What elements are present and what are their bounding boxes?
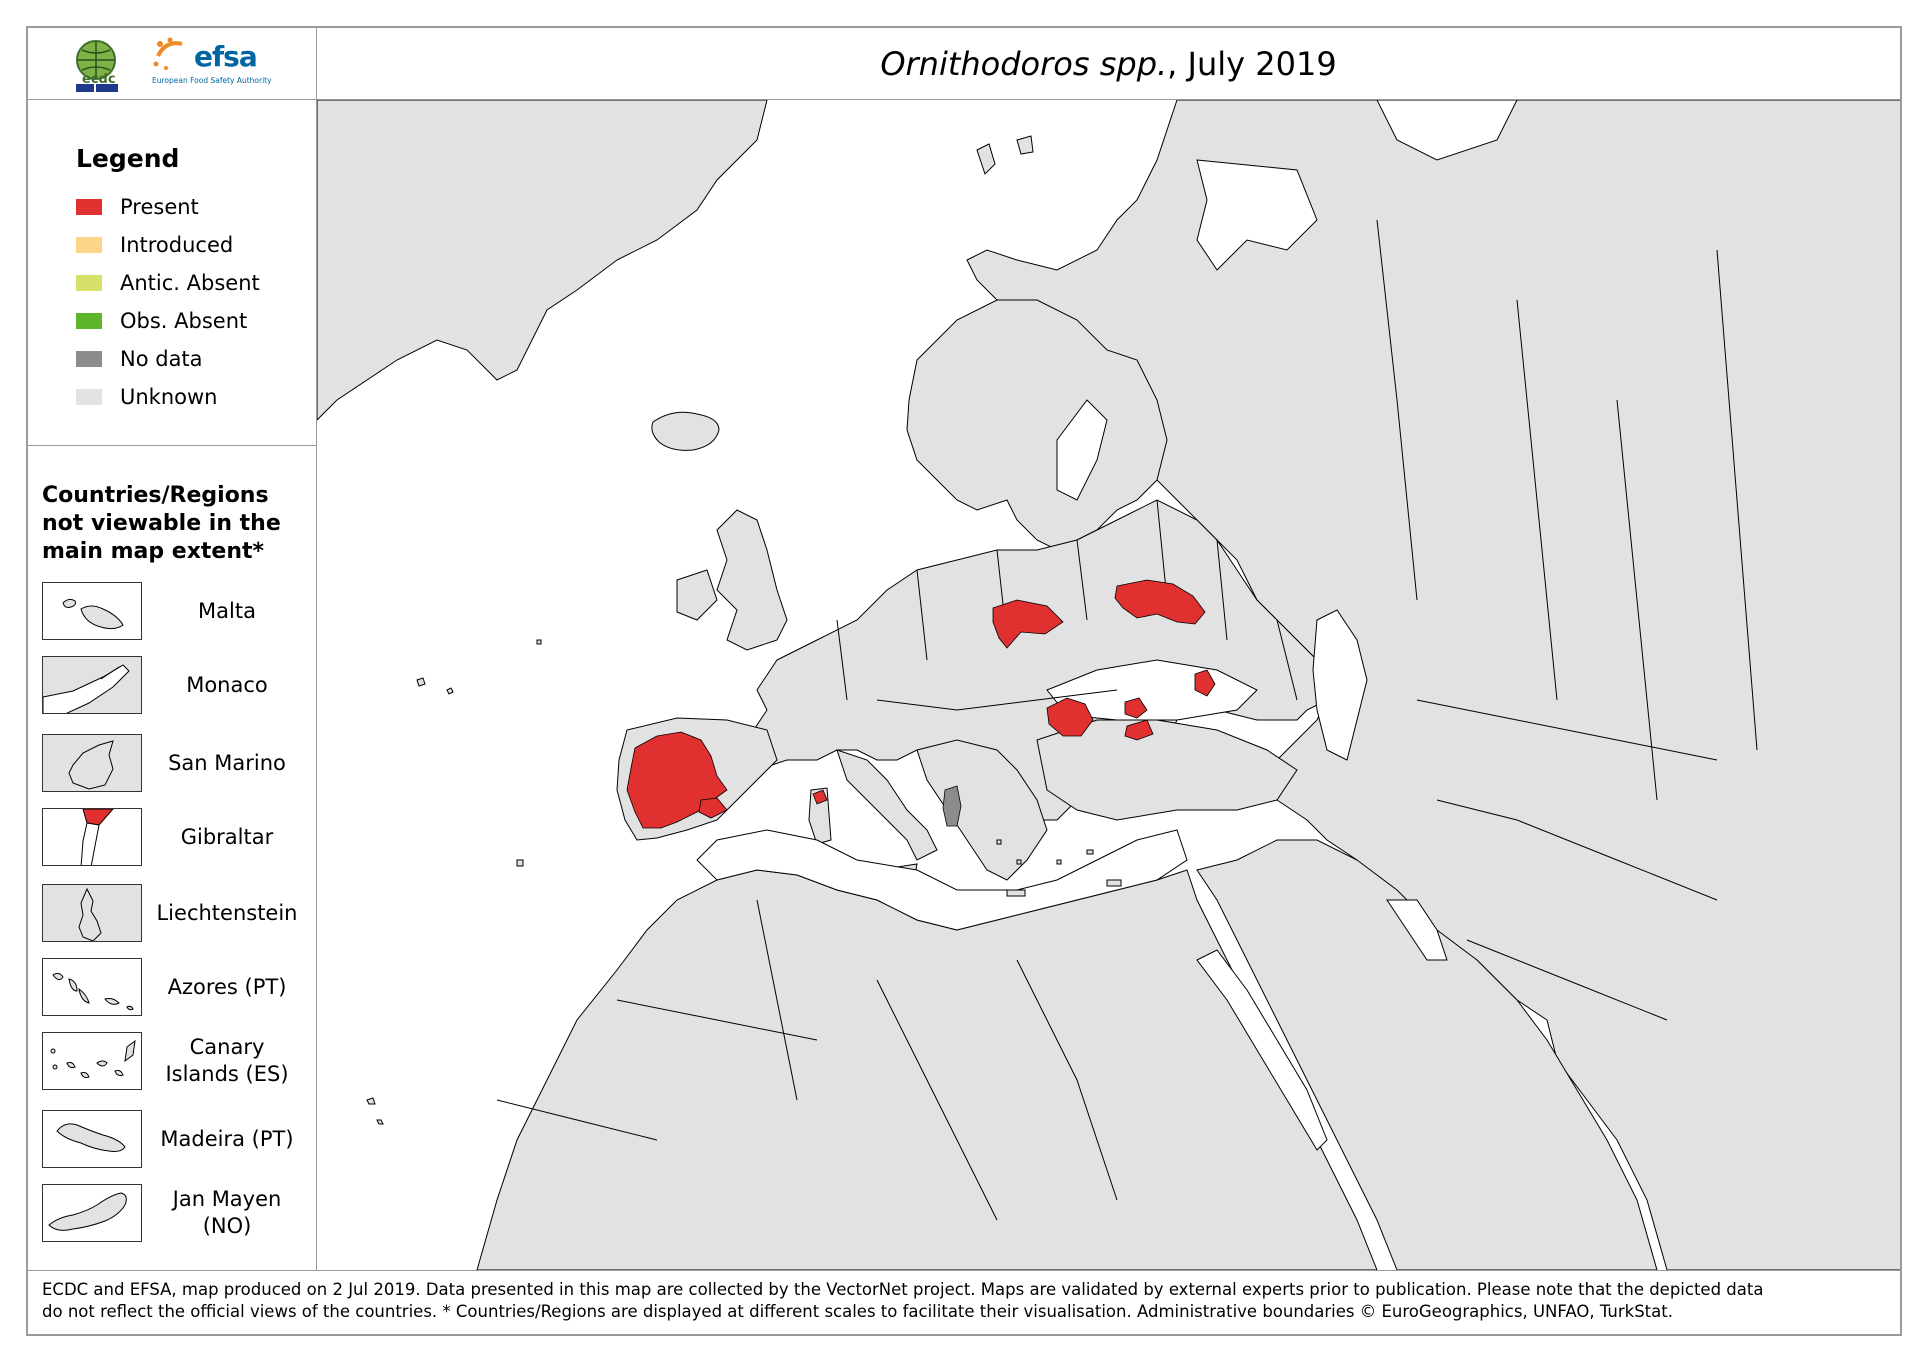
legend-swatch-unknown bbox=[76, 389, 102, 405]
legend: Legend Present Introduced Antic. Absent … bbox=[28, 100, 316, 446]
sardinia-corsica-landmass bbox=[808, 787, 832, 845]
san-marino-inset-icon bbox=[42, 734, 142, 792]
kara-sea bbox=[1376, 100, 1518, 161]
present-region-sardinia bbox=[812, 789, 828, 805]
legend-swatch-obs-absent bbox=[76, 313, 102, 329]
legend-swatch-introduced bbox=[76, 237, 102, 253]
inset-label: Jan Mayen (NO) bbox=[172, 1187, 282, 1238]
atlantic-islands bbox=[366, 639, 542, 1125]
inset-san-marino: San Marino bbox=[42, 734, 304, 796]
legend-label: Obs. Absent bbox=[120, 309, 248, 333]
inset-label: Liechtenstein bbox=[156, 900, 298, 925]
map-svg bbox=[317, 100, 1900, 1270]
present-region-caucasus bbox=[1194, 669, 1216, 697]
inset-label: Monaco bbox=[186, 672, 268, 697]
canary-islands-inset-icon bbox=[42, 1032, 142, 1090]
persian-gulf bbox=[1386, 899, 1448, 961]
footer-line-2: do not reflect the official views of the… bbox=[42, 1302, 1673, 1321]
legend-label: Present bbox=[120, 195, 199, 219]
map-frame: ecdc efsa European Food Safety Authority… bbox=[26, 26, 1902, 1336]
inset-label: Madeira (PT) bbox=[160, 1126, 294, 1151]
legend-swatch-present bbox=[76, 199, 102, 215]
legend-item-unknown: Unknown bbox=[76, 384, 217, 410]
monaco-inset-icon bbox=[42, 656, 142, 714]
iceland-landmass bbox=[651, 411, 720, 451]
azores-inset-icon bbox=[42, 958, 142, 1016]
inset-azores: Azores (PT) bbox=[42, 958, 304, 1020]
efsa-subtitle: European Food Safety Authority bbox=[152, 76, 272, 85]
present-region-turkey-central bbox=[1046, 697, 1094, 737]
main-map bbox=[317, 100, 1900, 1270]
arabia-landmass bbox=[1196, 839, 1658, 1270]
white-sea bbox=[1196, 159, 1318, 271]
map-title-date: , July 2019 bbox=[1167, 44, 1337, 83]
insets-heading: Countries/Regions not viewable in the ma… bbox=[42, 483, 281, 564]
legend-label: Unknown bbox=[120, 385, 218, 409]
inset-malta: Malta bbox=[42, 582, 304, 644]
legend-item-no-data: No data bbox=[76, 346, 203, 372]
title-bar: Ornithodoros spp., July 2019 bbox=[317, 28, 1900, 100]
legend-item-antic-absent: Antic. Absent bbox=[76, 270, 260, 296]
great-britain-landmass bbox=[716, 509, 788, 651]
legend-item-present: Present bbox=[76, 194, 199, 220]
gibraltar-inset-icon bbox=[42, 808, 142, 866]
madeira-inset-icon bbox=[42, 1110, 142, 1168]
mediterranean-sea bbox=[696, 829, 1188, 931]
map-title-species: Ornithodoros spp. bbox=[880, 44, 1168, 83]
jan-mayen-inset-icon bbox=[42, 1184, 142, 1242]
svalbard-landmass bbox=[976, 135, 1034, 175]
present-region-russia-south bbox=[1114, 579, 1206, 625]
inset-jan-mayen: Jan Mayen (NO) bbox=[42, 1184, 304, 1246]
ireland-landmass bbox=[676, 569, 718, 621]
ecdc-wordmark: ecdc bbox=[82, 72, 116, 87]
present-region-ukraine-moldova bbox=[992, 599, 1064, 649]
aegean-islands bbox=[996, 839, 1122, 897]
footer-note: ECDC and EFSA, map produced on 2 Jul 201… bbox=[28, 1270, 1900, 1334]
footer-line-1: ECDC and EFSA, map produced on 2 Jul 201… bbox=[42, 1280, 1764, 1299]
inset-madeira: Madeira (PT) bbox=[42, 1110, 304, 1172]
red-sea bbox=[1196, 949, 1328, 1151]
inset-label: Azores (PT) bbox=[167, 974, 287, 999]
inset-canary-islands: Canary Islands (ES) bbox=[42, 1032, 304, 1094]
malta-inset-icon bbox=[42, 582, 142, 640]
legend-label: Introduced bbox=[120, 233, 234, 257]
country-borders bbox=[496, 219, 1758, 1221]
present-region-turkey-east bbox=[1124, 697, 1154, 741]
efsa-logo: efsa European Food Safety Authority bbox=[152, 36, 282, 96]
logo-area: ecdc efsa European Food Safety Authority bbox=[28, 28, 317, 100]
legend-swatch-no-data bbox=[76, 351, 102, 367]
greenland-landmass bbox=[317, 100, 768, 421]
map-title: Ornithodoros spp., July 2019 bbox=[880, 45, 1336, 83]
legend-item-introduced: Introduced bbox=[76, 232, 233, 258]
inset-label: San Marino bbox=[168, 750, 286, 775]
present-region-spain-south bbox=[698, 797, 728, 819]
inset-gibraltar: Gibraltar bbox=[42, 808, 304, 870]
nodata-region-albania bbox=[942, 785, 962, 827]
caspian-sea bbox=[1312, 609, 1368, 761]
inset-monaco: Monaco bbox=[42, 656, 304, 718]
legend-label: Antic. Absent bbox=[120, 271, 260, 295]
liechtenstein-inset-icon bbox=[42, 884, 142, 942]
legend-label: No data bbox=[120, 347, 203, 371]
efsa-wordmark: efsa bbox=[194, 40, 258, 73]
ecdc-logo: ecdc bbox=[68, 38, 128, 94]
left-panel: Legend Present Introduced Antic. Absent … bbox=[28, 100, 317, 1270]
inset-label: Canary Islands (ES) bbox=[165, 1035, 289, 1086]
gulf-of-bothnia bbox=[1056, 399, 1108, 501]
legend-swatch-antic-absent bbox=[76, 275, 102, 291]
legend-item-obs-absent: Obs. Absent bbox=[76, 308, 247, 334]
inset-liechtenstein: Liechtenstein bbox=[42, 884, 304, 946]
italy-landmass bbox=[836, 749, 938, 861]
legend-title: Legend bbox=[76, 144, 180, 173]
inset-label: Gibraltar bbox=[180, 824, 274, 849]
inset-label: Malta bbox=[198, 598, 256, 623]
